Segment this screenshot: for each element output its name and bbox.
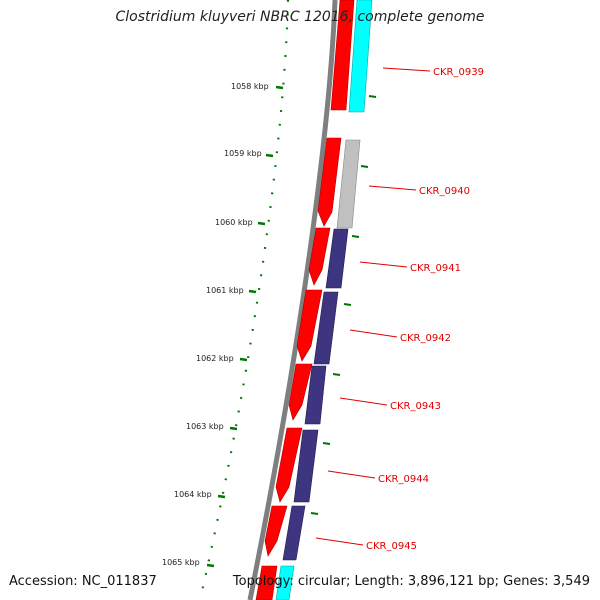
reverse-cds-track bbox=[275, 0, 373, 600]
cds-feature-purple[interactable] bbox=[282, 505, 306, 561]
tick-label: 1060 kbp bbox=[215, 218, 253, 227]
gene-label[interactable]: CKR_0944 bbox=[378, 474, 429, 485]
gene-label[interactable]: CKR_0941 bbox=[410, 263, 461, 274]
cds-feature-purple[interactable] bbox=[293, 429, 319, 503]
tick-label: 1062 kbp bbox=[196, 354, 234, 363]
tick-label: 1059 kbp bbox=[224, 149, 262, 158]
cds-arrow[interactable] bbox=[308, 227, 331, 286]
map-title: Clostridium kluyveri NBRC 12016, complet… bbox=[115, 9, 485, 25]
tick-label: 1058 kbp bbox=[231, 82, 269, 91]
cds-arrow[interactable] bbox=[330, 0, 355, 111]
cds-arrow[interactable] bbox=[296, 289, 323, 362]
tick-label: 1063 kbp bbox=[186, 422, 224, 431]
gene-label[interactable]: CKR_0942 bbox=[400, 333, 451, 344]
cds-arrow[interactable] bbox=[317, 137, 342, 227]
tick-label: 1061 kbp bbox=[206, 286, 244, 295]
scale-ticks bbox=[206, 85, 284, 568]
cds-arrow[interactable] bbox=[275, 427, 303, 503]
tick-label: 1064 kbp bbox=[174, 490, 212, 499]
strand-marks bbox=[310, 95, 377, 515]
tick-label: 1065 kbp bbox=[162, 558, 200, 567]
cds-feature-purple[interactable] bbox=[313, 291, 339, 365]
cds-feature-gray[interactable] bbox=[336, 139, 361, 229]
cds-feature-purple[interactable] bbox=[325, 228, 349, 289]
gene-label[interactable]: CKR_0940 bbox=[419, 186, 470, 197]
gene-label[interactable]: CKR_0945 bbox=[366, 541, 417, 552]
genome-summary-text: Topology: circular; Length: 3,896,121 bp… bbox=[232, 574, 590, 589]
accession-text: Accession: NC_011837 bbox=[9, 574, 157, 589]
cds-arrow[interactable] bbox=[288, 363, 313, 421]
gene-label[interactable]: CKR_0943 bbox=[390, 401, 441, 412]
cds-feature-cyan[interactable] bbox=[275, 565, 295, 600]
cds-feature-cyan[interactable] bbox=[348, 0, 373, 113]
gene-label[interactable]: CKR_0939 bbox=[433, 67, 484, 78]
cds-arrow[interactable] bbox=[264, 505, 288, 557]
cds-feature-purple[interactable] bbox=[304, 365, 327, 425]
cds-arrow[interactable] bbox=[255, 565, 278, 600]
label-leaders bbox=[315, 67, 431, 546]
forward-cds-track bbox=[255, 0, 355, 600]
genome-backbone bbox=[247, 0, 338, 600]
